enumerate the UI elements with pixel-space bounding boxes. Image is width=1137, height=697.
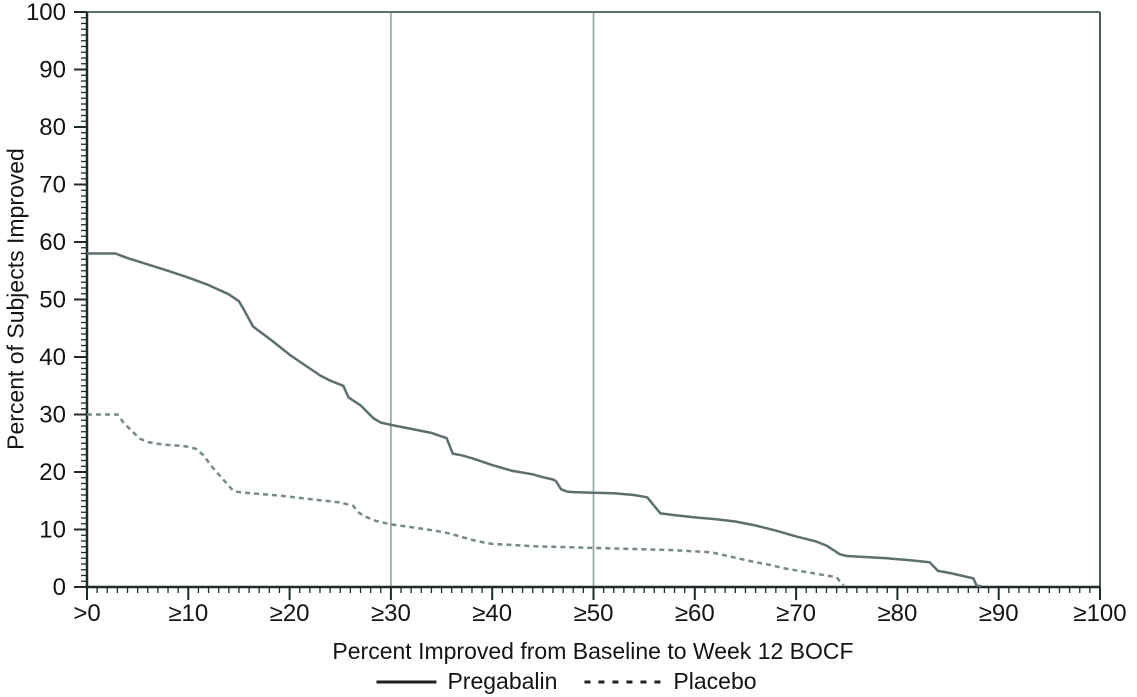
pregabalin-curve — [87, 252, 982, 588]
x-tick-label: ≥30 — [371, 600, 411, 627]
x-tick-label: ≥70 — [776, 600, 816, 627]
x-tick-label: ≥80 — [877, 600, 917, 627]
placebo-line-sample-icon — [584, 680, 663, 683]
y-tick-label: 0 — [53, 574, 66, 601]
x-tick-label: ≥100 — [1073, 600, 1126, 627]
y-tick-label: 50 — [39, 287, 66, 314]
y-tick-label: 40 — [39, 344, 66, 371]
x-tick-label: ≥60 — [675, 600, 715, 627]
x-tick-label: ≥90 — [979, 600, 1019, 627]
pregabalin-line-sample-icon — [376, 680, 437, 683]
y-tick-label: 70 — [39, 172, 66, 199]
x-tick-label: ≥20 — [270, 600, 310, 627]
y-tick-label: 90 — [39, 57, 66, 84]
x-tick-label: ≥10 — [168, 600, 208, 627]
y-tick-label: 30 — [39, 402, 66, 429]
x-tick-label: >0 — [73, 600, 100, 627]
placebo-curve — [87, 413, 845, 587]
x-tick-label: ≥50 — [574, 600, 614, 627]
x-axis-title: Percent Improved from Baseline to Week 1… — [332, 638, 854, 664]
y-tick-label: 80 — [39, 114, 66, 141]
y-tick-label: 10 — [39, 517, 66, 544]
y-axis-title: Percent of Subjects Improved — [2, 148, 29, 450]
y-tick-label: 100 — [26, 0, 66, 26]
y-tick-label: 20 — [39, 459, 66, 486]
y-tick-label: 60 — [39, 229, 66, 256]
legend: Pregabalin Placebo — [375, 668, 757, 695]
x-tick-label: ≥40 — [472, 600, 512, 627]
legend-label-pregabalin: Pregabalin — [447, 668, 558, 694]
legend-label-placebo: Placebo — [673, 668, 757, 694]
